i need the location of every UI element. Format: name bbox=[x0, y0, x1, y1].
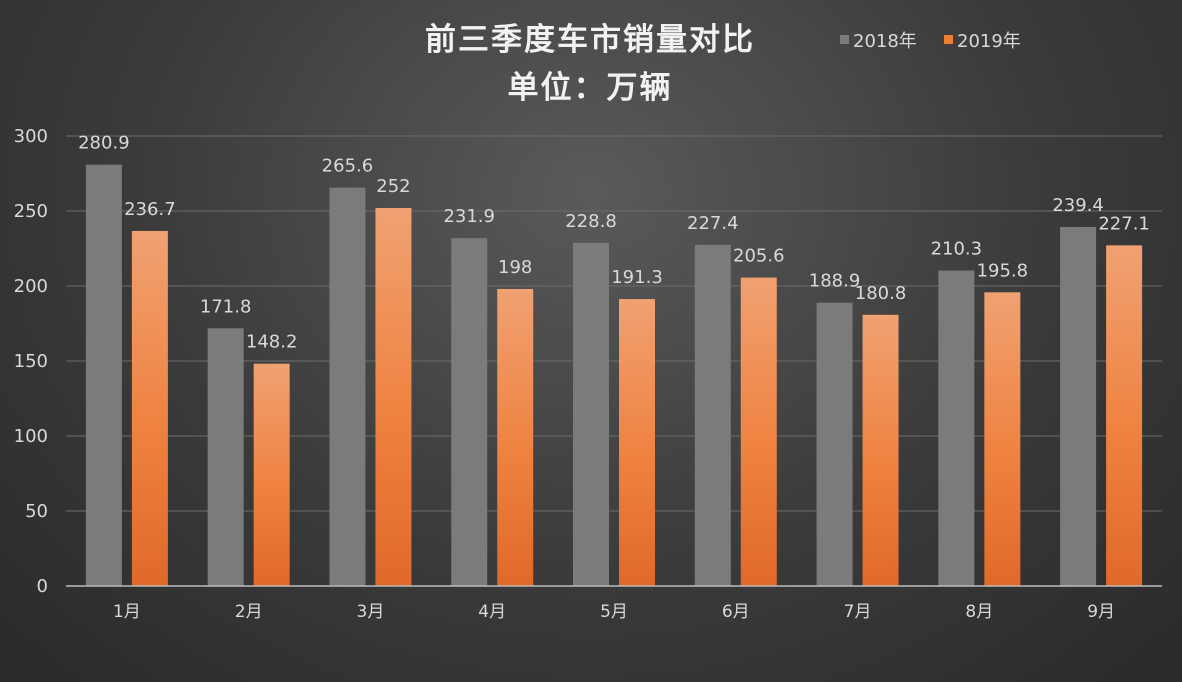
data-label: 171.8 bbox=[200, 296, 252, 317]
bar-2019 bbox=[862, 314, 899, 586]
data-label: 252 bbox=[376, 176, 410, 197]
bar-2019 bbox=[131, 230, 168, 586]
data-label: 148.2 bbox=[246, 332, 298, 353]
y-tick-label: 50 bbox=[25, 501, 48, 522]
bar-2018 bbox=[573, 242, 609, 587]
bar-2019 bbox=[253, 363, 290, 586]
legend-label-2018: 2018年 bbox=[853, 31, 917, 52]
bar-2018 bbox=[938, 270, 975, 586]
bar-2019 bbox=[497, 289, 534, 586]
x-tick-label: 6月 bbox=[722, 602, 750, 622]
legend-label-2019: 2019年 bbox=[957, 31, 1021, 52]
chart-subtitle: 单位：万辆 bbox=[508, 70, 673, 106]
bar-2019 bbox=[984, 292, 1021, 586]
x-tick-label: 1月 bbox=[113, 602, 141, 622]
bar-2018 bbox=[451, 238, 488, 586]
gridlines bbox=[66, 135, 1162, 512]
bar-2018 bbox=[816, 302, 853, 586]
x-tick-label: 4月 bbox=[478, 602, 506, 622]
data-label: 210.3 bbox=[931, 239, 983, 260]
data-label: 195.8 bbox=[977, 260, 1029, 281]
bar-2018 bbox=[85, 164, 122, 586]
legend-swatch-2019 bbox=[944, 35, 953, 44]
x-tick-label: 2月 bbox=[235, 602, 263, 622]
y-tick-label: 150 bbox=[14, 351, 48, 372]
axes: 0 50 100 150 200 250 300 1月 2月 3月 4月 5月 6月 7月 8月 9月 bbox=[14, 126, 1162, 622]
data-label: 227.4 bbox=[687, 213, 739, 234]
data-label: 188.9 bbox=[809, 271, 861, 292]
bar-2018 bbox=[329, 187, 366, 586]
data-label: 231.9 bbox=[443, 206, 495, 227]
x-tick-label: 3月 bbox=[357, 602, 385, 622]
data-label: 228.8 bbox=[565, 211, 617, 232]
bar-2019 bbox=[375, 208, 412, 586]
data-label: 205.6 bbox=[733, 246, 785, 267]
data-label: 198 bbox=[498, 257, 532, 278]
x-tick-label: 8月 bbox=[965, 602, 993, 622]
bar-2019 bbox=[1106, 245, 1143, 586]
x-tick-label: 9月 bbox=[1087, 602, 1115, 622]
y-tick-label: 100 bbox=[14, 426, 48, 447]
y-tick-label: 250 bbox=[14, 201, 48, 222]
y-tick-label: 300 bbox=[14, 126, 48, 147]
bar-2019 bbox=[619, 299, 655, 586]
data-label: 180.8 bbox=[855, 283, 907, 304]
y-tick-label: 0 bbox=[37, 576, 48, 597]
bar-2018 bbox=[694, 244, 731, 586]
data-label: 239.4 bbox=[1052, 195, 1104, 216]
data-label: 280.9 bbox=[78, 133, 130, 154]
bar-2018 bbox=[1060, 226, 1097, 586]
chart-title: 前三季度车市销量对比 bbox=[425, 22, 755, 58]
data-label: 227.1 bbox=[1098, 213, 1150, 234]
data-label: 265.6 bbox=[322, 156, 374, 177]
legend: 2018年 2019年 bbox=[840, 31, 1021, 52]
data-label: 236.7 bbox=[124, 199, 176, 220]
x-tick-label: 7月 bbox=[844, 602, 872, 622]
bars bbox=[85, 164, 1143, 587]
x-tick-label: 5月 bbox=[600, 602, 628, 622]
legend-swatch-2018 bbox=[840, 35, 849, 44]
bar-2019 bbox=[740, 277, 777, 586]
bar-2018 bbox=[207, 328, 244, 586]
data-label: 191.3 bbox=[611, 267, 663, 288]
y-tick-label: 200 bbox=[14, 276, 48, 297]
